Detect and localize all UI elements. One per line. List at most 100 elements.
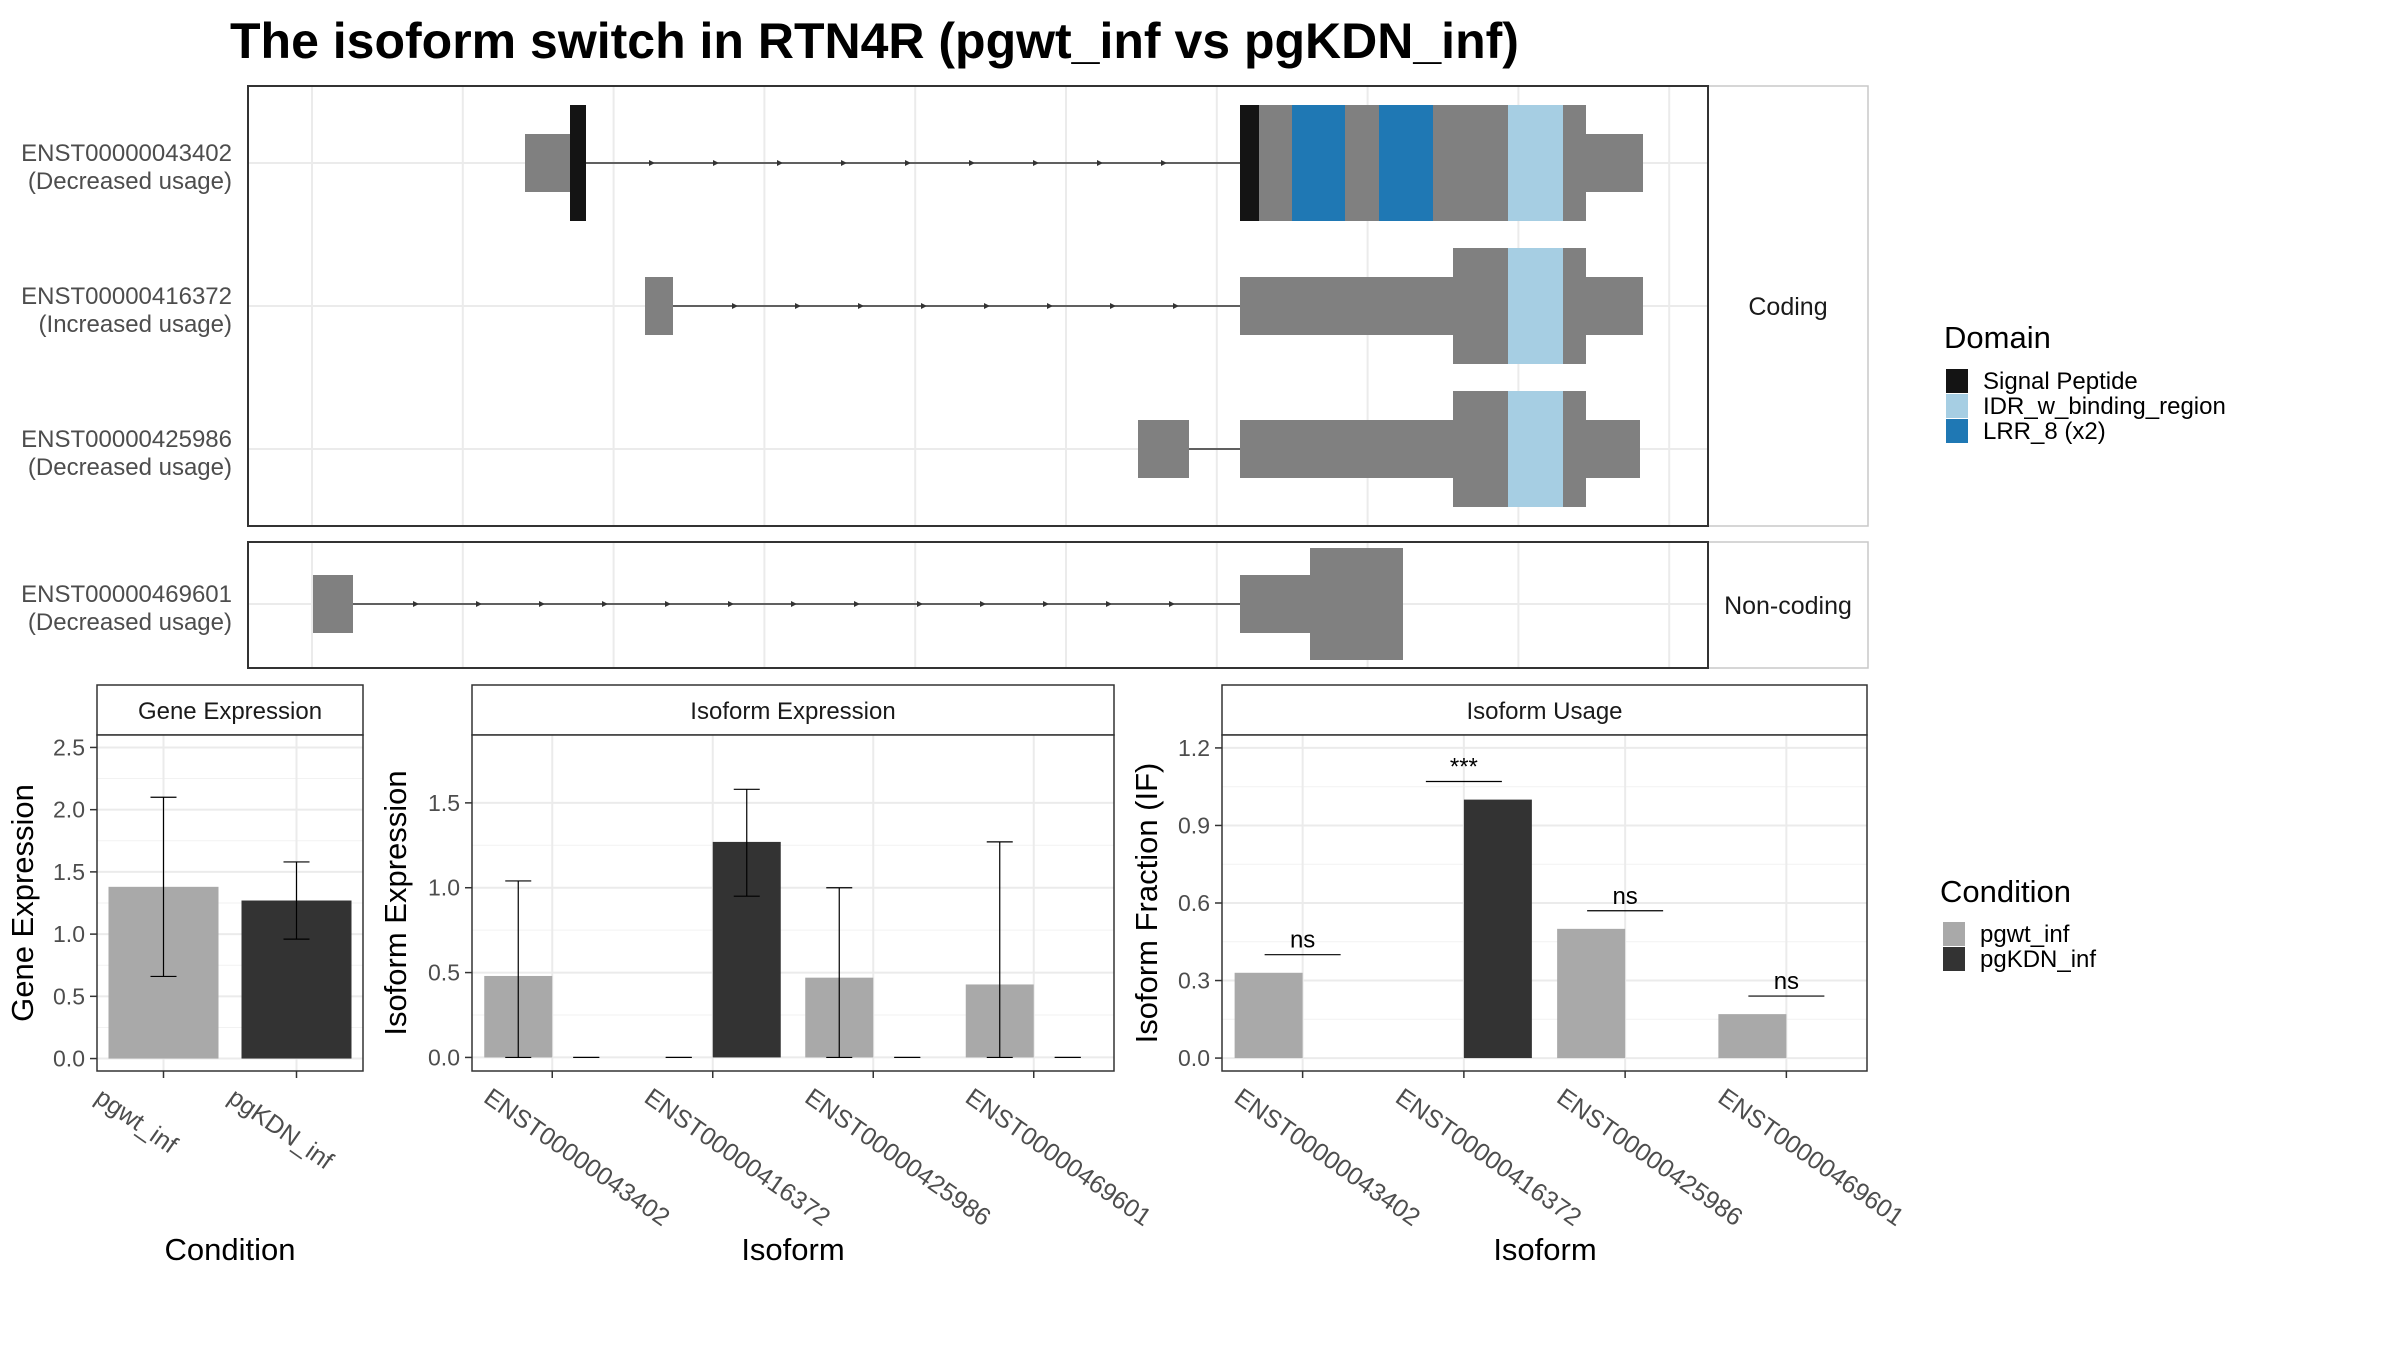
y-tick-label: 0.9 <box>1178 812 1210 838</box>
plot-border <box>1221 734 1868 1072</box>
y-tick-label: 1.2 <box>1178 735 1210 761</box>
y-tick-label: 0.0 <box>428 1044 460 1070</box>
idr-domain <box>1508 248 1563 364</box>
gene-expression-chart: Gene Expression 0.0 0.5 1.0 1.5 2.0 2.5 pgwt_in… <box>5 684 364 1267</box>
facet-strip-title: Isoform Expression <box>690 698 895 725</box>
x-tick-label: pgwt_inf <box>90 1083 182 1159</box>
intron-arrow <box>841 160 847 166</box>
bar <box>1234 972 1303 1059</box>
utr-exon <box>525 134 570 192</box>
cds-exon <box>1433 105 1508 221</box>
condition-legend-swatch <box>1943 922 1965 946</box>
intron-arrow <box>791 601 797 607</box>
intron-arrow <box>905 160 911 166</box>
y-tick-label: 1.5 <box>53 859 85 885</box>
intron-arrow <box>854 601 860 607</box>
isoform-id-label: ENST00000469601 <box>21 581 232 608</box>
intron-arrow <box>980 601 986 607</box>
domain-legend: Domain Signal PeptideIDR_w_binding_region… <box>1944 320 2226 445</box>
idr-domain <box>1508 391 1563 507</box>
intron-arrow <box>1047 303 1053 309</box>
isoform-id-label: ENST00000043402 <box>21 140 232 167</box>
intron-arrow <box>1033 160 1039 166</box>
facet-strip-title: Isoform Usage <box>1466 698 1622 725</box>
significance-label: *** <box>1450 754 1478 781</box>
y-axis-title: Isoform Fraction (IF) <box>1129 763 1164 1044</box>
bar <box>1557 928 1626 1059</box>
y-tick-label: 1.5 <box>428 790 460 816</box>
y-tick-label: 0.0 <box>53 1046 85 1072</box>
intron-arrow <box>1169 601 1175 607</box>
intron-arrow <box>795 303 801 309</box>
noncoding-exon <box>313 575 353 633</box>
intron-arrow <box>1106 601 1112 607</box>
isoform-usage-label: (Decreased usage) <box>28 609 232 636</box>
intron-arrow <box>732 303 738 309</box>
isoform-usage-label: (Decreased usage) <box>28 168 232 195</box>
intron-arrow <box>969 160 975 166</box>
idr-domain <box>1508 105 1563 221</box>
isoform-id-label: ENST00000416372 <box>21 283 232 310</box>
intron-arrow <box>665 601 671 607</box>
intron-arrow <box>649 160 655 166</box>
isoform-expression-chart: Isoform Expression0.00.51.01.5ENST000000… <box>378 684 1156 1267</box>
intron-arrow <box>413 601 419 607</box>
facet-strip-label: Non-coding <box>1724 592 1852 620</box>
utr-exon <box>1240 420 1453 478</box>
intron-arrow <box>921 303 927 309</box>
noncoding-exon <box>1240 575 1310 633</box>
isoform-usage-label: (Decreased usage) <box>28 454 232 481</box>
facet-strip <box>471 684 1115 736</box>
y-tick-label: 1.0 <box>428 875 460 901</box>
cds-exon <box>1345 105 1379 221</box>
structure-panel-border <box>247 541 1709 669</box>
y-tick-label: 2.0 <box>53 797 85 823</box>
significance-label: ns <box>1290 927 1315 954</box>
y-tick-label: 0.0 <box>1178 1045 1210 1071</box>
plot-border <box>471 734 1115 1072</box>
condition-legend-label: pgwt_inf <box>1980 921 2070 948</box>
y-tick-label: 1.0 <box>53 921 85 947</box>
noncoding-exon <box>1310 548 1403 660</box>
lrr-domain <box>1379 105 1433 221</box>
intron-arrow <box>476 601 482 607</box>
intron-arrow <box>777 160 783 166</box>
utr-exon <box>645 277 673 335</box>
x-tick-label: pgKDN_inf <box>223 1083 338 1175</box>
cds-exon <box>1259 105 1292 221</box>
structure-panel-border <box>247 85 1709 527</box>
y-tick-label: 0.5 <box>428 960 460 986</box>
figure-title: The isoform switch in RTN4R (pgwt_inf vs… <box>230 13 1519 69</box>
facet-strip-title: Gene Expression <box>138 698 322 725</box>
utr-exon <box>1586 420 1640 478</box>
intron-arrow <box>1097 160 1103 166</box>
intron-arrow <box>728 601 734 607</box>
significance-label: ns <box>1774 968 1799 995</box>
facet-strip <box>1707 85 1869 527</box>
intron-arrow <box>1110 303 1116 309</box>
facet-strip-label: Coding <box>1748 293 1827 321</box>
lrr-domain <box>1292 105 1345 221</box>
facet-strip <box>1221 684 1868 736</box>
cds-exon <box>1563 391 1586 507</box>
domain-legend-swatch <box>1946 394 1968 418</box>
x-axis-title: Isoform <box>741 1232 844 1267</box>
condition-legend-swatch <box>1943 947 1965 971</box>
bar <box>1718 1014 1787 1059</box>
isoform-usage-label: (Increased usage) <box>39 311 232 338</box>
isoform-usage-chart: Isoform Usage0.00.30.60.91.2ns***nsnsENS… <box>1129 684 1909 1267</box>
cds-exon <box>1453 248 1508 364</box>
y-axis-title: Isoform Expression <box>378 770 413 1035</box>
utr-exon <box>1138 420 1189 478</box>
intron-arrow <box>1043 601 1049 607</box>
intron-arrow <box>984 303 990 309</box>
cds-exon <box>1453 391 1508 507</box>
condition-legend-label: pgKDN_inf <box>1980 946 2096 973</box>
cds-exon <box>1563 248 1586 364</box>
y-tick-label: 0.3 <box>1178 968 1210 994</box>
signal-peptide-domain <box>1240 105 1259 221</box>
domain-legend-label: Signal Peptide <box>1983 368 2138 395</box>
condition-legend-title: Condition <box>1940 874 2071 909</box>
domain-legend-swatch <box>1946 419 1968 443</box>
